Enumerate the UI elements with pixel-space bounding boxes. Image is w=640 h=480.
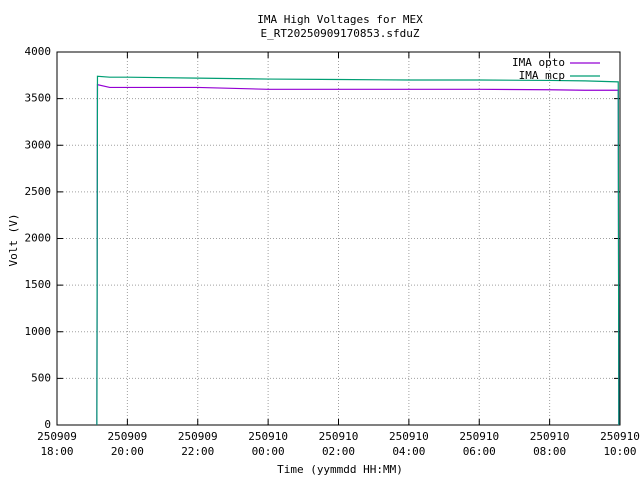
x-tick-label: 250910 00:00 (248, 430, 288, 458)
x-tick-label-line: 22:00 (181, 445, 214, 458)
x-tick-label-line: 250909 (108, 430, 148, 443)
y-tick-label: 2000 (25, 232, 52, 245)
chart-subtitle: E_RT20250909170853.sfduZ (261, 27, 420, 40)
x-axis-label: Time (yymmdd HH:MM) (277, 463, 403, 476)
x-tick-label-line: 04:00 (392, 445, 425, 458)
y-tick-label: 0 (44, 418, 51, 431)
x-tick-label: 250909 18:00 (37, 430, 77, 458)
y-tick-label: 1000 (25, 325, 52, 338)
x-tick-label-line: 250910 (530, 430, 570, 443)
x-tick-label-line: 250910 (389, 430, 429, 443)
y-tick-label: 3500 (25, 92, 52, 105)
x-tick-label: 250910 02:00 (319, 430, 359, 458)
x-tick-label-line: 02:00 (322, 445, 355, 458)
y-tick-label: 500 (31, 371, 51, 384)
plot-frame (56, 51, 621, 426)
x-tick-label-line: 00:00 (252, 445, 285, 458)
y-tick-label: 2500 (25, 185, 52, 198)
x-tick-label: 250910 06:00 (459, 430, 499, 458)
x-tick-label: 250910 10:00 (600, 430, 640, 458)
x-tick-label-line: 250910 (319, 430, 359, 443)
x-tick-label-line: 250910 (459, 430, 499, 443)
x-tick-label-line: 06:00 (463, 445, 496, 458)
x-tick-label: 250909 22:00 (178, 430, 218, 458)
x-tick-label-line: 18:00 (40, 445, 73, 458)
y-axis-label: Volt (V) (7, 214, 20, 267)
y-tick-label: 3000 (25, 138, 52, 151)
y-tick-label: 1500 (25, 278, 52, 291)
legend-label: IMA mcp (519, 69, 565, 82)
x-tick-label: 250910 08:00 (530, 430, 570, 458)
series-line (96, 83, 620, 426)
x-tick-label-line: 250910 (600, 430, 640, 443)
x-tick-label: 250910 04:00 (389, 430, 429, 458)
x-tick-label-line: 250909 (37, 430, 77, 443)
x-tick-label-line: 08:00 (533, 445, 566, 458)
x-tick-label-line: 20:00 (111, 445, 144, 458)
x-tick-label-line: 250909 (178, 430, 218, 443)
x-tick-label-line: 250910 (248, 430, 288, 443)
chart-title: IMA High Voltages for MEX (257, 13, 423, 26)
y-tick-label: 4000 (25, 45, 52, 58)
series-line (96, 75, 620, 426)
x-tick-label: 250909 20:00 (108, 430, 148, 458)
x-tick-label-line: 10:00 (603, 445, 636, 458)
legend-label: IMA opto (512, 56, 565, 69)
